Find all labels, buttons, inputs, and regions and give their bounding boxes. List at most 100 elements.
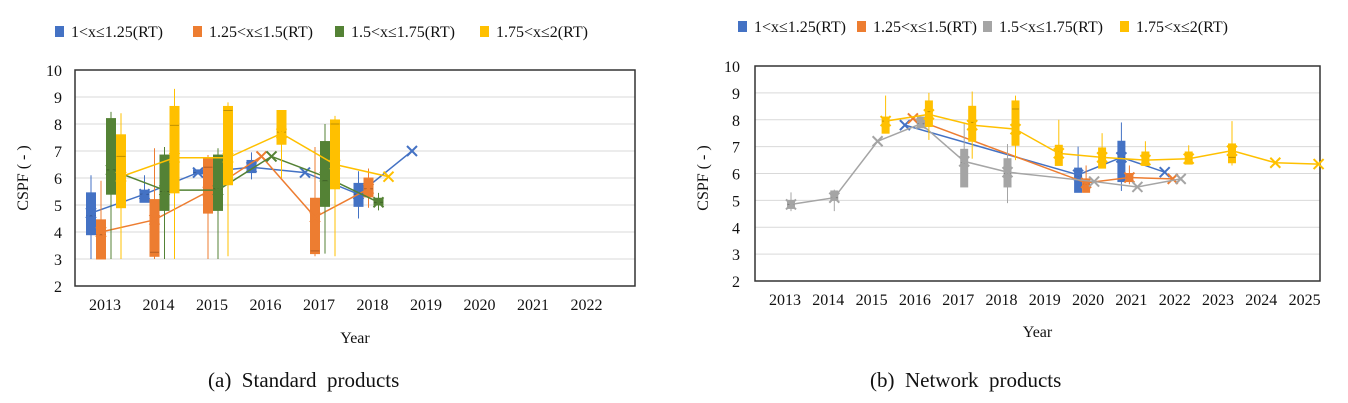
mean-marker (1312, 158, 1325, 170)
mean-line (904, 124, 1165, 176)
box (1054, 144, 1063, 166)
x-tick-label: 2021 (517, 297, 549, 314)
mean-marker (95, 226, 107, 238)
legend-label: 1.5<x≤1.75(RT) (999, 19, 1103, 36)
x-tick-label: 2019 (1029, 292, 1061, 309)
box (213, 154, 223, 211)
plot-frame (754, 65, 1321, 282)
x-tick-label: 2022 (1159, 292, 1191, 309)
mean-line (120, 132, 389, 178)
x-tick-label: 2020 (464, 297, 496, 314)
mean-line (912, 117, 1173, 184)
mean-marker (382, 170, 395, 183)
mean-marker (915, 118, 927, 130)
y-tick-label: 6 (54, 171, 62, 188)
mean-marker (319, 170, 331, 183)
mean-marker (966, 119, 978, 131)
mean-marker (879, 115, 892, 127)
box (159, 154, 170, 211)
y-tick-label: 4 (54, 225, 62, 242)
y-axis-label: CSPF ( - ) (695, 145, 712, 210)
mean-marker (372, 196, 385, 209)
x-tick-label: 2025 (1289, 292, 1321, 309)
mean-marker (1226, 144, 1238, 157)
box (960, 148, 969, 188)
x-tick-label: 2021 (1115, 292, 1147, 309)
mean-marker (1053, 147, 1065, 160)
box (106, 118, 116, 195)
box (223, 105, 233, 186)
x-tick-label: 2017 (303, 297, 335, 314)
box (1117, 140, 1126, 183)
y-tick-label: 9 (732, 86, 740, 103)
mean-marker (406, 145, 418, 157)
y-tick-label: 5 (54, 198, 62, 215)
mean-marker (212, 184, 224, 196)
x-tick-label: 2017 (942, 292, 974, 309)
mean-marker (202, 185, 214, 198)
box (310, 197, 320, 255)
x-tick-label: 2020 (1072, 292, 1104, 309)
box (276, 110, 287, 145)
legend-swatch (480, 26, 489, 37)
mean-marker (828, 191, 841, 204)
mean-marker (329, 158, 341, 171)
box (320, 141, 330, 207)
y-tick-label: 9 (54, 90, 62, 107)
mean-marker (148, 214, 161, 226)
y-tick-label: 7 (732, 140, 740, 157)
caption-b: (b) Network products (870, 368, 1062, 392)
legend-label: 1.25<x≤1.5(RT) (873, 19, 977, 36)
x-tick-label: 2023 (1202, 292, 1234, 309)
plot-frame (74, 69, 636, 287)
y-tick-label: 3 (732, 247, 740, 264)
mean-marker (1123, 171, 1136, 184)
mean-marker (1174, 173, 1187, 185)
mean-marker (1001, 166, 1014, 178)
box (1011, 100, 1020, 146)
mean-marker (362, 183, 375, 195)
caption-a: (a) Standard products (208, 368, 400, 392)
mean-marker (958, 155, 970, 168)
mean-marker (105, 164, 117, 176)
y-tick-label: 7 (54, 144, 62, 161)
y-axis-label: CSPF ( - ) (15, 145, 32, 210)
x-tick-label: 2018 (986, 292, 1018, 309)
x-tick-label: 2013 (89, 297, 121, 314)
x-tick-label: 2022 (571, 297, 603, 314)
mean-marker (138, 188, 151, 200)
x-tick-label: 2024 (1245, 292, 1277, 309)
mean-marker (1115, 151, 1128, 164)
box (203, 157, 213, 214)
legend-label: 1.25<x≤1.5(RT) (209, 24, 313, 41)
x-tick-label: 2016 (250, 297, 282, 314)
mean-marker (1182, 153, 1195, 165)
legend-label: 1.75<x≤2(RT) (496, 24, 588, 41)
box (330, 119, 340, 190)
x-tick-label: 2015 (196, 297, 228, 314)
legend-swatch (193, 26, 202, 37)
box (96, 219, 106, 260)
mean-marker (923, 108, 935, 121)
y-tick-label: 2 (54, 279, 62, 296)
y-tick-label: 8 (732, 113, 740, 130)
x-tick-label: 2014 (812, 292, 844, 309)
y-tick-label: 2 (732, 274, 740, 291)
legend-label: 1<x≤1.25(RT) (71, 24, 163, 41)
mean-marker (1009, 123, 1022, 135)
mean-marker (1139, 154, 1152, 166)
legend-swatch (983, 21, 992, 32)
x-tick-label: 2016 (899, 292, 931, 309)
mean-marker (785, 198, 797, 211)
box (116, 134, 126, 209)
legend-swatch (1120, 21, 1129, 32)
mean-marker (1088, 175, 1100, 188)
x-tick-label: 2013 (769, 292, 801, 309)
box (830, 190, 839, 201)
mean-marker (158, 184, 171, 196)
x-tick-label: 2018 (357, 297, 389, 314)
mean-marker (192, 166, 204, 179)
mean-marker (168, 152, 181, 164)
y-tick-label: 10 (724, 59, 740, 76)
